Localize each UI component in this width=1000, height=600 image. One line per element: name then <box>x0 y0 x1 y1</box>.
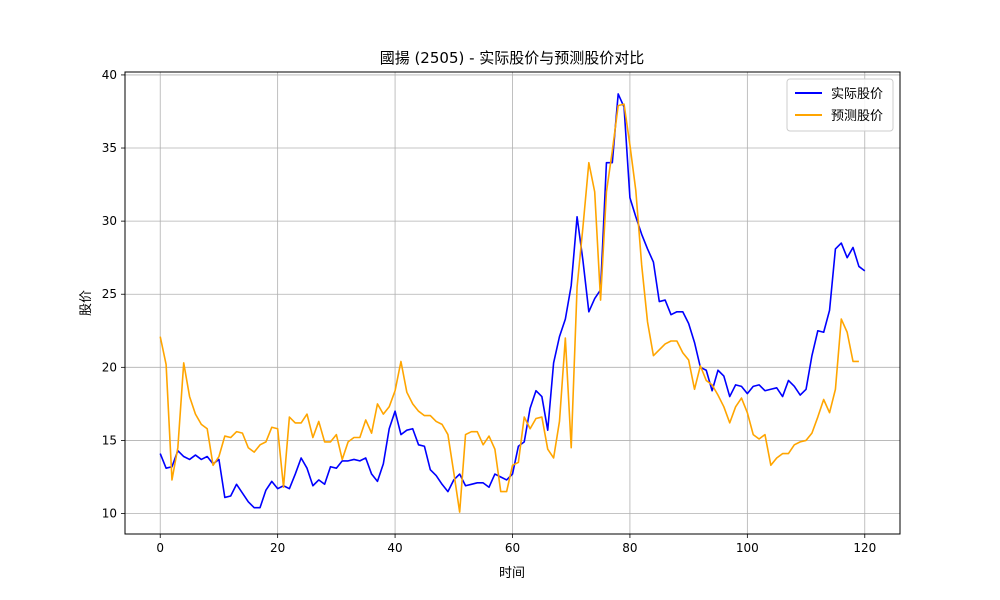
y-tick-label: 25 <box>102 287 117 301</box>
series-lines <box>159 93 866 513</box>
actual-price-line <box>159 93 866 509</box>
x-tick-label: 120 <box>853 541 876 555</box>
x-tick-label: 40 <box>387 541 402 555</box>
grid <box>125 72 900 534</box>
x-tick-label: 100 <box>736 541 759 555</box>
y-tick-label: 35 <box>102 141 117 155</box>
legend-label-actual: 实际股价 <box>831 87 883 102</box>
axis-ticks: 0 20 40 60 80 100 120 10 15 20 25 30 35 40 <box>102 68 877 555</box>
y-tick-label: 10 <box>102 507 117 521</box>
x-axis-title: 时间 <box>499 566 525 581</box>
x-tick-label: 60 <box>505 541 520 555</box>
x-tick-label: 80 <box>622 541 637 555</box>
chart-title: 國揚 (2505) - 实际股价与预测股价对比 <box>380 49 645 67</box>
y-tick-label: 15 <box>102 433 117 447</box>
y-axis-title: 股价 <box>79 290 94 316</box>
y-tick-label: 20 <box>102 360 117 374</box>
y-tick-label: 40 <box>102 68 117 82</box>
predicted-price-line <box>159 103 859 513</box>
legend: 实际股价 预测股价 <box>786 78 894 132</box>
legend-label-predicted: 预测股价 <box>831 109 883 124</box>
x-tick-label: 20 <box>270 541 285 555</box>
y-tick-label: 30 <box>102 214 117 228</box>
x-tick-label: 0 <box>156 541 164 555</box>
